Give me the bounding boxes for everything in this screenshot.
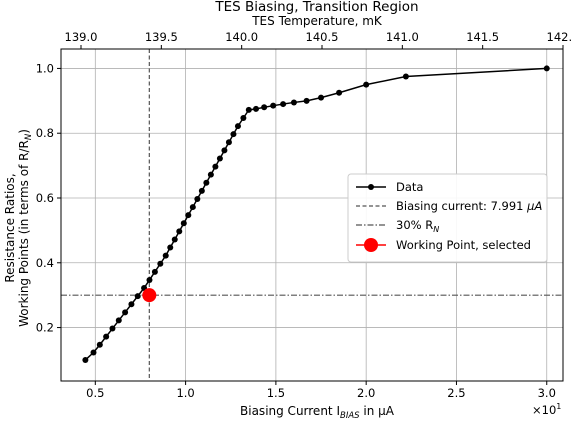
data-point (245, 106, 252, 113)
data-point (240, 114, 247, 121)
data-point (230, 131, 237, 138)
y-axis-title-line2: Working Points (in terms of R/RN) (17, 129, 34, 327)
x-offset-base: ×10 (532, 403, 556, 417)
y-tick-label: 0.2 (36, 321, 54, 335)
data-point (162, 252, 169, 259)
data-point (115, 317, 122, 324)
chart-title: TES Biasing, Transition Region (214, 0, 418, 15)
data-point (134, 293, 141, 300)
top-tick-label: 140.0 (225, 30, 258, 44)
y-axis-title-line2-main: Working Points (in terms of R/R (17, 140, 31, 327)
data-point (198, 187, 205, 194)
legend: Data Biasing current: 7.991 μA 30% RN Wo… (347, 173, 548, 263)
top-tick-label: 140.5 (306, 30, 339, 44)
data-point (96, 341, 103, 348)
x-axis-ticks: 0.5 1.0 1.5 2.0 2.5 3.0 (86, 381, 556, 400)
data-point (212, 163, 219, 170)
legend-data-label: Data (396, 180, 423, 194)
legend-bias-prefix: Biasing current: 7.991 (396, 199, 527, 213)
legend-bias-unit: μA (526, 199, 542, 213)
data-point (253, 105, 260, 112)
working-point-marker (142, 288, 157, 303)
data-point (336, 89, 343, 96)
legend-data-marker (368, 184, 374, 190)
plot-frame (60, 48, 564, 382)
x-axis-title-unit: in μA (360, 404, 395, 418)
data-point (90, 349, 97, 356)
data-point (216, 155, 223, 162)
legend-bias-label: Biasing current: 7.991 μA (396, 199, 542, 213)
top-axis-ticks: 139.0 139.5 140.0 140.5 141.0 141.5 142.0 (65, 30, 572, 49)
x-offset-exp: 1 (556, 402, 561, 411)
data-point (280, 101, 287, 108)
data-point (146, 276, 153, 283)
y-tick-label: 0.4 (36, 256, 54, 270)
data-point (189, 204, 196, 211)
x-axis-title: Biasing Current IBIAS in μA (240, 404, 395, 421)
x-axis-title-sub: BIAS (340, 411, 360, 421)
data-point (185, 212, 192, 219)
data-point (225, 139, 232, 146)
top-tick-label: 139.5 (145, 30, 178, 44)
x-axis-title-main: Biasing Current I (240, 404, 340, 418)
data-point (290, 99, 297, 106)
data-point (363, 81, 370, 88)
data-point (180, 220, 187, 227)
y-axis-ticks: 0.2 0.4 0.6 0.8 1.0 (36, 61, 61, 335)
data-point (167, 244, 174, 251)
x-offset-label: ×101 (532, 402, 561, 417)
legend-wp-marker (364, 238, 378, 252)
data-point (171, 236, 178, 243)
x-tick-label: 1.5 (267, 386, 285, 400)
data-point (543, 65, 550, 72)
data-point (103, 333, 110, 340)
x-tick-label: 1.0 (176, 386, 194, 400)
y-tick-label: 1.0 (36, 61, 54, 75)
data-point (207, 171, 214, 178)
data-point (221, 147, 228, 154)
top-tick-label: 141.0 (386, 30, 419, 44)
legend-rn-main: 30% R (396, 218, 433, 232)
y-axis-title-close: ) (17, 129, 31, 134)
legend-rn-label: 30% RN (396, 218, 439, 234)
working-point (142, 288, 157, 303)
y-tick-label: 0.8 (36, 126, 54, 140)
y-axis-title-line1: Resistance Ratios, (3, 173, 17, 282)
data-point (151, 268, 158, 275)
data-point (109, 325, 116, 332)
x-tick-label: 2.0 (357, 386, 375, 400)
top-axis-title: TES Temperature, mK (251, 14, 383, 28)
x-tick-label: 0.5 (86, 386, 104, 400)
y-tick-label: 0.6 (36, 191, 54, 205)
data-point (303, 97, 310, 104)
data-point (176, 228, 183, 235)
y-axis-title-sub: N (24, 133, 34, 140)
data-point (270, 102, 277, 109)
data-point (261, 104, 268, 111)
x-tick-label: 3.0 (538, 386, 556, 400)
data-points (82, 65, 550, 363)
data-point (82, 356, 89, 363)
legend-box (347, 173, 548, 263)
data-point (128, 301, 135, 308)
data-point (157, 260, 164, 267)
top-tick-label: 141.5 (466, 30, 499, 44)
legend-rn-sub: N (433, 225, 439, 234)
legend-wp-label: Working Point, selected (396, 238, 531, 252)
top-tick-label: 142.0 (547, 30, 572, 44)
data-point (318, 94, 325, 101)
top-tick-label: 139.0 (65, 30, 98, 44)
data-point (203, 179, 210, 186)
data-point (402, 73, 409, 80)
data-point (234, 123, 241, 130)
data-point (194, 195, 201, 202)
data-point (122, 309, 129, 316)
x-tick-label: 2.5 (447, 386, 465, 400)
